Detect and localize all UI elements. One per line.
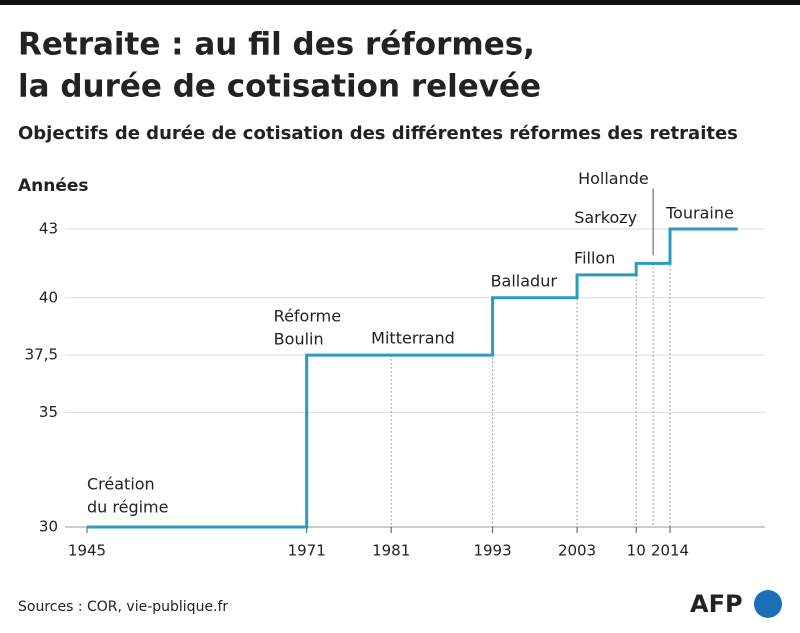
annotation: Balladur bbox=[491, 271, 558, 290]
logo-circle bbox=[754, 590, 782, 618]
y-tick-label: 43 bbox=[39, 220, 58, 238]
annotation: Réforme bbox=[274, 307, 341, 326]
annotation: Hollande bbox=[578, 169, 649, 188]
y-tick-label: 30 bbox=[39, 518, 58, 536]
annotation: Boulin bbox=[274, 330, 324, 349]
top-bar bbox=[0, 0, 800, 5]
annotation: Touraine bbox=[665, 204, 734, 223]
y-tick-label: 35 bbox=[39, 403, 58, 421]
x-tick-label: 2003 bbox=[558, 542, 596, 560]
source: Sources : COR, vie-publique.fr bbox=[18, 599, 228, 615]
annotation: Mitterrand bbox=[371, 329, 455, 348]
annotation: Fillon bbox=[574, 248, 615, 267]
x-tick-label: 1945 bbox=[68, 542, 106, 560]
x-tick-label: 1981 bbox=[372, 542, 410, 560]
annotation: du régime bbox=[87, 498, 168, 517]
annotation: Création bbox=[87, 475, 155, 494]
x-tick-label: 2014 bbox=[651, 542, 689, 560]
y-tick-label: 40 bbox=[39, 288, 58, 306]
chart-subtitle: Objectifs de durée de cotisation des dif… bbox=[18, 123, 738, 144]
logo-text: AFP bbox=[690, 590, 743, 618]
step-line bbox=[87, 227, 738, 529]
chart-title: Retraite : au fil des réformes, bbox=[18, 27, 535, 63]
y-tick-label: 37,5 bbox=[25, 346, 58, 364]
chart-title: la durée de cotisation relevée bbox=[18, 69, 541, 105]
x-tick-label: 10 bbox=[627, 542, 646, 560]
x-tick-label: 1971 bbox=[288, 542, 326, 560]
x-tick-label: 1993 bbox=[473, 542, 511, 560]
annotation: Sarkozy bbox=[574, 208, 637, 227]
y-axis-label: Années bbox=[18, 176, 89, 196]
